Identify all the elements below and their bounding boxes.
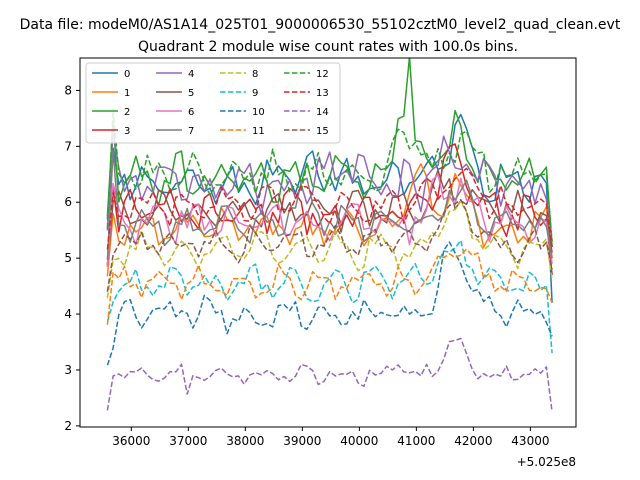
y-tick-label: 7 [64,139,72,153]
y-tick-label: 8 [64,83,72,97]
y-tick-label: 2 [64,419,72,433]
legend-label-5: 5 [188,88,194,99]
series-layer [106,58,553,412]
chart-title: Quadrant 2 module wise count rates with … [138,39,518,55]
legend-label-10: 10 [252,107,265,118]
legend-label-2: 2 [124,107,130,118]
series-line-10 [106,241,553,366]
y-tick-label: 6 [64,195,72,209]
x-tick-label: 37000 [169,434,207,448]
x-tick-label: 43000 [511,434,549,448]
suptitle: Data file: modeM0/AS1A14_025T01_90000065… [20,17,621,33]
legend-label-12: 12 [316,69,329,80]
series-line-15 [106,198,553,292]
legend-label-4: 4 [188,69,194,80]
legend-label-8: 8 [252,69,258,80]
series-line-6 [106,173,553,268]
series-line-11 [106,248,553,325]
legend-label-14: 14 [316,107,329,118]
legend-label-6: 6 [188,107,194,118]
x-tick-label: 41000 [397,434,435,448]
series-line-9 [106,239,553,354]
series-line-13 [106,167,553,250]
x-tick-label: 40000 [340,434,378,448]
y-tick-label: 5 [64,251,72,265]
legend-label-0: 0 [124,69,130,80]
series-line-8 [106,200,553,299]
legend-label-15: 15 [316,126,329,137]
y-tick-label: 3 [64,363,72,377]
legend-label-9: 9 [252,88,258,99]
series-line-14 [106,337,553,412]
x-tick-label: 42000 [454,434,492,448]
series-line-12 [106,109,553,242]
x-tick-label: 36000 [112,434,150,448]
legend-label-13: 13 [316,88,329,99]
legend-label-1: 1 [124,88,130,99]
legend-box [85,62,341,144]
legend-label-11: 11 [252,126,265,137]
y-tick-label: 4 [64,307,72,321]
x-tick-label: 39000 [283,434,321,448]
legend-label-3: 3 [124,126,130,137]
x-offset-label: +5.025e8 [517,455,576,469]
axes-layer: 36000 37000 38000 39000 40000 41000 42000 43000… [64,83,549,448]
series-line-2 [106,58,553,248]
legend-label-7: 7 [188,126,194,137]
x-tick-label: 38000 [226,434,264,448]
series-line-4 [106,129,553,242]
plot-frame [79,57,577,428]
